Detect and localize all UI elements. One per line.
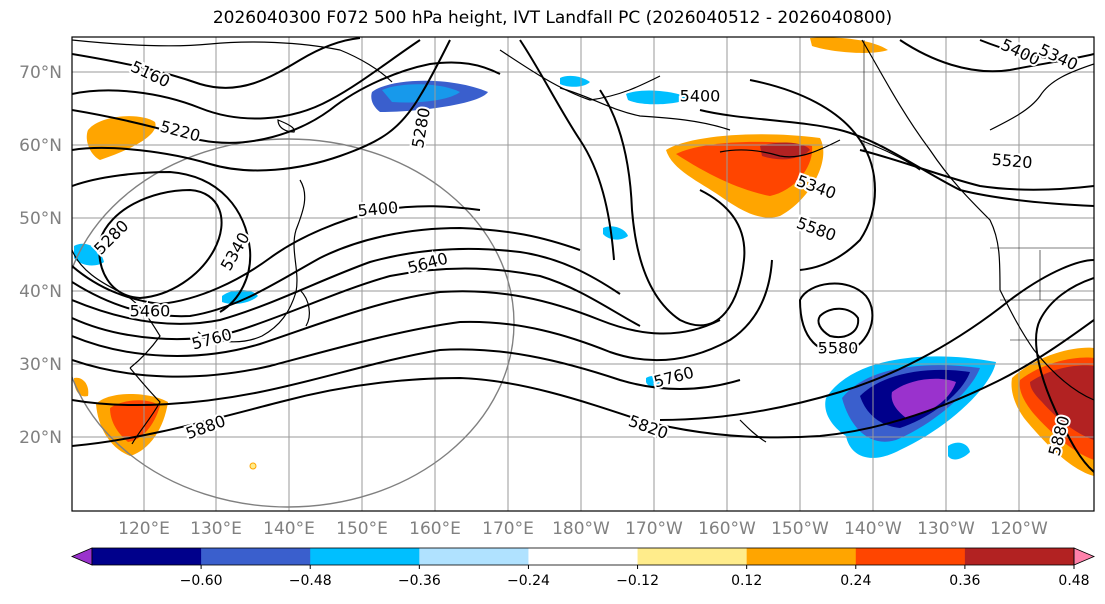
colorbar-tick-label: −0.48: [289, 573, 332, 589]
longitude-label: 140°W: [844, 519, 902, 539]
contour-label: 5400: [680, 87, 721, 106]
colorbar-tick-label: 0.36: [949, 573, 980, 589]
ivt-positive-area: [760, 142, 810, 160]
ivt-negative-area: [222, 290, 258, 304]
longitude-label: 130°E: [190, 519, 242, 539]
ivt-negative-area: [646, 376, 664, 388]
colorbar-tick-label: −0.36: [398, 573, 441, 589]
colorbar-tick-label: 0.24: [840, 573, 871, 589]
colorbar-segment: [637, 548, 748, 565]
contour-label: 5400: [357, 198, 399, 220]
colorbar-segment: [201, 548, 311, 565]
latitude-labels: 70°N 60°N 50°N 40°N 30°N 20°N: [19, 63, 62, 448]
colorbar: −0.60 −0.48 −0.36 −0.24 −0.12 0.12 0.24 0.36 0.4…: [70, 547, 1096, 589]
longitude-label: 150°E: [336, 519, 388, 539]
longitude-label: 160°E: [409, 519, 461, 539]
ivt-positive-area: [110, 400, 160, 442]
ivt-negative-area: [603, 226, 628, 240]
country-borders: [863, 40, 1094, 341]
colorbar-segment: [746, 548, 857, 565]
longitude-label: 170°W: [625, 519, 683, 539]
latitude-label: 20°N: [19, 428, 62, 448]
latitude-label: 60°N: [19, 136, 62, 156]
ivt-negative-area: [626, 90, 690, 105]
reference-circle: [72, 138, 515, 508]
longitude-label: 160°W: [698, 519, 756, 539]
colorbar-segment: [92, 548, 202, 565]
colorbar-tick-label: −0.24: [507, 573, 550, 589]
latitude-label: 70°N: [19, 63, 62, 83]
colorbar-tick-label: −0.12: [616, 573, 659, 589]
map-frame: [71, 36, 1095, 512]
contour-label: 5580: [818, 339, 859, 358]
ivt-positive-area: [1030, 365, 1094, 440]
longitude-label: 130°W: [917, 519, 975, 539]
colorbar-tick-label: −0.60: [180, 573, 223, 589]
longitude-label: 140°E: [263, 519, 315, 539]
colorbar-segment: [310, 548, 420, 565]
ivt-negative-area: [891, 378, 956, 418]
colorbar-segment: [964, 548, 1075, 565]
colorbar-segment: [855, 548, 966, 565]
colorbar-tick-label: 0.48: [1058, 573, 1089, 589]
longitude-labels: 120°E 130°E 140°E 150°E 160°E 170°E 180°W 170°W…: [118, 519, 1048, 539]
colorbar-tick-label: 0.12: [731, 573, 762, 589]
colorbar-outline: [91, 547, 1075, 566]
latitude-label: 50°N: [19, 209, 62, 229]
contour-label: 5520: [991, 150, 1033, 172]
lat-lon-grid: [72, 37, 1094, 511]
longitude-label: 120°W: [990, 519, 1048, 539]
colorbar-extend-max: [1073, 547, 1096, 566]
ivt-positive-area: [810, 37, 888, 53]
map-area: [72, 37, 1094, 511]
ivt-negative-area: [948, 442, 970, 460]
longitude-label: 120°E: [118, 519, 170, 539]
longitude-label: 170°E: [482, 519, 534, 539]
contour-label: 5460: [130, 302, 171, 321]
ivt-positive-area: [86, 116, 156, 160]
ivt-negative-area: [560, 75, 590, 87]
map-title: 2026040300 F072 500 hPa height, IVT Land…: [212, 8, 893, 28]
colorbar-segment: [528, 548, 639, 565]
latitude-label: 40°N: [19, 282, 62, 302]
colorbar-segment: [419, 548, 529, 565]
longitude-label: 180°W: [552, 519, 610, 539]
colorbar-extend-min: [70, 547, 93, 566]
height-contours: [72, 37, 1094, 473]
latitude-label: 30°N: [19, 355, 62, 375]
longitude-label: 150°W: [771, 519, 829, 539]
